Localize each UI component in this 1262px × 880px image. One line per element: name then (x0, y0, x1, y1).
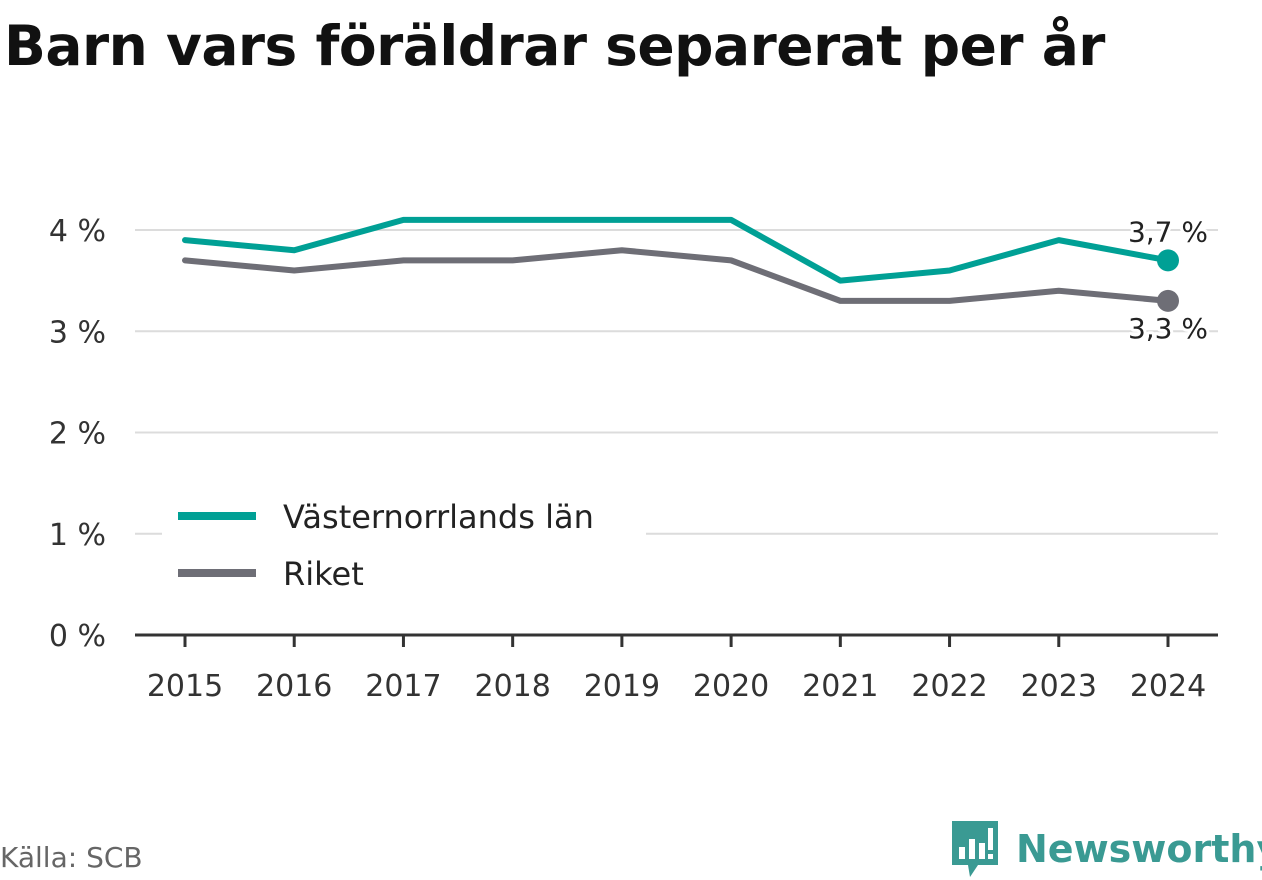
y-tick-label: 1 % (49, 518, 106, 553)
x-tick-label: 2021 (802, 669, 878, 704)
series-line-0 (182, 216, 1171, 284)
y-tick-label: 3 % (49, 315, 106, 350)
x-tick-label: 2024 (1130, 669, 1206, 704)
y-tick-label: 2 % (49, 417, 106, 452)
x-tick-label: 2017 (365, 669, 441, 704)
bar-chart-speech-bubble-icon (952, 821, 998, 877)
legend-label-1: Riket (283, 555, 364, 593)
series-end-marker-1 (1157, 289, 1179, 312)
brand-name: Newsworthy (1016, 827, 1262, 871)
series-end-label-1: 3,3 % (1128, 312, 1208, 345)
x-tick-label: 2022 (911, 669, 987, 704)
x-tick-label: 2023 (1021, 669, 1097, 704)
x-tick-label: 2016 (256, 669, 332, 704)
series-line-1 (182, 247, 1171, 304)
legend-label-0: Västernorrlands län (283, 498, 594, 536)
y-tick-label: 0 % (49, 619, 106, 654)
y-tick-label: 4 % (49, 214, 106, 249)
x-tick-label: 2020 (693, 669, 769, 704)
x-tick-label: 2015 (147, 669, 223, 704)
x-tick-label: 2018 (474, 669, 550, 704)
x-tick-label: 2019 (584, 669, 660, 704)
brand-logo: Newsworthy (950, 818, 1262, 880)
chart-title: Barn vars föräldrar separerat per år (4, 14, 1105, 78)
source-note: Källa: SCB (0, 841, 143, 874)
series-end-label-0: 3,7 % (1128, 215, 1208, 248)
series-end-marker-0 (1157, 249, 1179, 272)
